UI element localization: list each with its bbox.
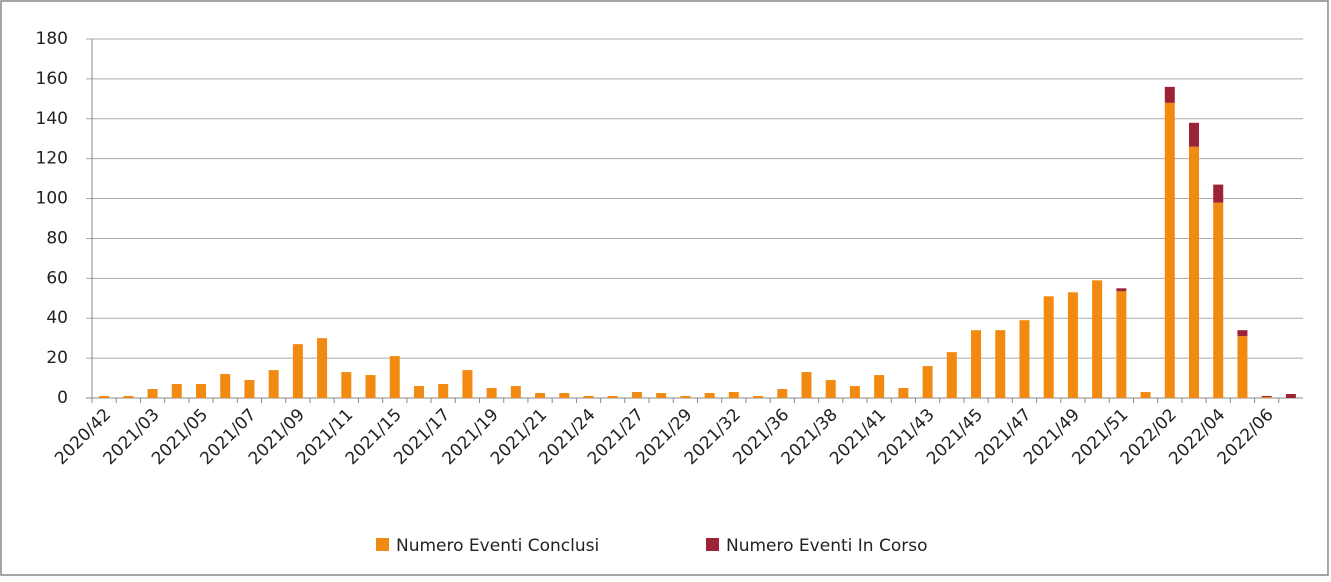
bar-segment: [486, 388, 497, 398]
bar-segment: [1261, 396, 1272, 398]
bar-segment: [1116, 291, 1127, 398]
bar-segment: [728, 392, 739, 398]
bar-segment: [171, 384, 182, 398]
bar-segment: [438, 384, 449, 398]
legend-label: Numero Eventi In Corso: [726, 536, 927, 556]
bar-segment: [631, 392, 642, 398]
y-tick-label: 80: [46, 228, 68, 248]
bar-segment: [1164, 86, 1175, 103]
bar-segment: [341, 372, 352, 398]
bar-segment: [583, 396, 594, 398]
bar-segment: [1019, 320, 1030, 398]
bar-segment: [704, 393, 715, 398]
bar-segment: [1043, 296, 1054, 398]
bar-segment: [680, 396, 691, 398]
bar-segment: [1237, 330, 1248, 337]
bar-segment: [777, 389, 788, 398]
bar-segment: [946, 352, 957, 398]
y-tick-label: 0: [57, 388, 68, 408]
y-tick-label: 60: [46, 268, 68, 288]
bar-segment: [849, 386, 860, 398]
legend-swatch: [706, 538, 719, 551]
bar-segment: [1164, 102, 1175, 399]
bar-segment: [1140, 392, 1151, 398]
bar-segment: [292, 344, 303, 398]
bar-segment: [535, 393, 546, 398]
bar-segment: [971, 330, 982, 398]
bar-segment: [898, 388, 909, 398]
bar-segment: [147, 389, 158, 398]
legend-label: Numero Eventi Conclusi: [396, 536, 599, 556]
bar-segment: [123, 396, 134, 398]
bar-segment: [1189, 122, 1200, 147]
bar-segment: [1285, 394, 1296, 398]
bar-segment: [825, 380, 836, 398]
bar-segment: [559, 393, 570, 398]
bar-segment: [244, 380, 255, 398]
y-tick-label: 40: [46, 308, 68, 328]
bar-segment: [365, 375, 376, 398]
bar-segment: [1213, 184, 1224, 203]
bar-segment: [317, 338, 328, 398]
bar-segment: [1092, 280, 1103, 398]
bar-segment: [462, 370, 473, 398]
bar-segment: [656, 393, 667, 398]
bar-segment: [1116, 288, 1127, 292]
bar-segment: [99, 396, 110, 398]
bar-segment: [389, 356, 400, 398]
bar-segment: [1213, 202, 1224, 398]
bar-segment: [1067, 292, 1078, 398]
y-tick-label: 180: [36, 29, 68, 49]
bar-segment: [510, 386, 521, 398]
bar-segment: [753, 396, 764, 398]
y-tick-label: 160: [36, 69, 68, 89]
bar-segment: [220, 374, 231, 398]
bar-segment: [922, 366, 933, 398]
y-tick-label: 140: [36, 109, 68, 129]
bar-segment: [995, 330, 1006, 398]
bar-segment: [874, 375, 885, 398]
bar-segment: [413, 386, 424, 398]
bar-segment: [268, 370, 279, 398]
bar-segment: [801, 372, 812, 398]
bar-segment: [1189, 146, 1200, 398]
legend-swatch: [376, 538, 389, 551]
bar-segment: [607, 396, 618, 398]
y-tick-label: 20: [46, 348, 68, 368]
bar-segment: [1237, 336, 1248, 398]
y-tick-label: 100: [36, 189, 68, 209]
bar-segment: [1261, 397, 1272, 398]
bar-segment: [195, 384, 206, 398]
y-tick-label: 120: [36, 149, 68, 169]
